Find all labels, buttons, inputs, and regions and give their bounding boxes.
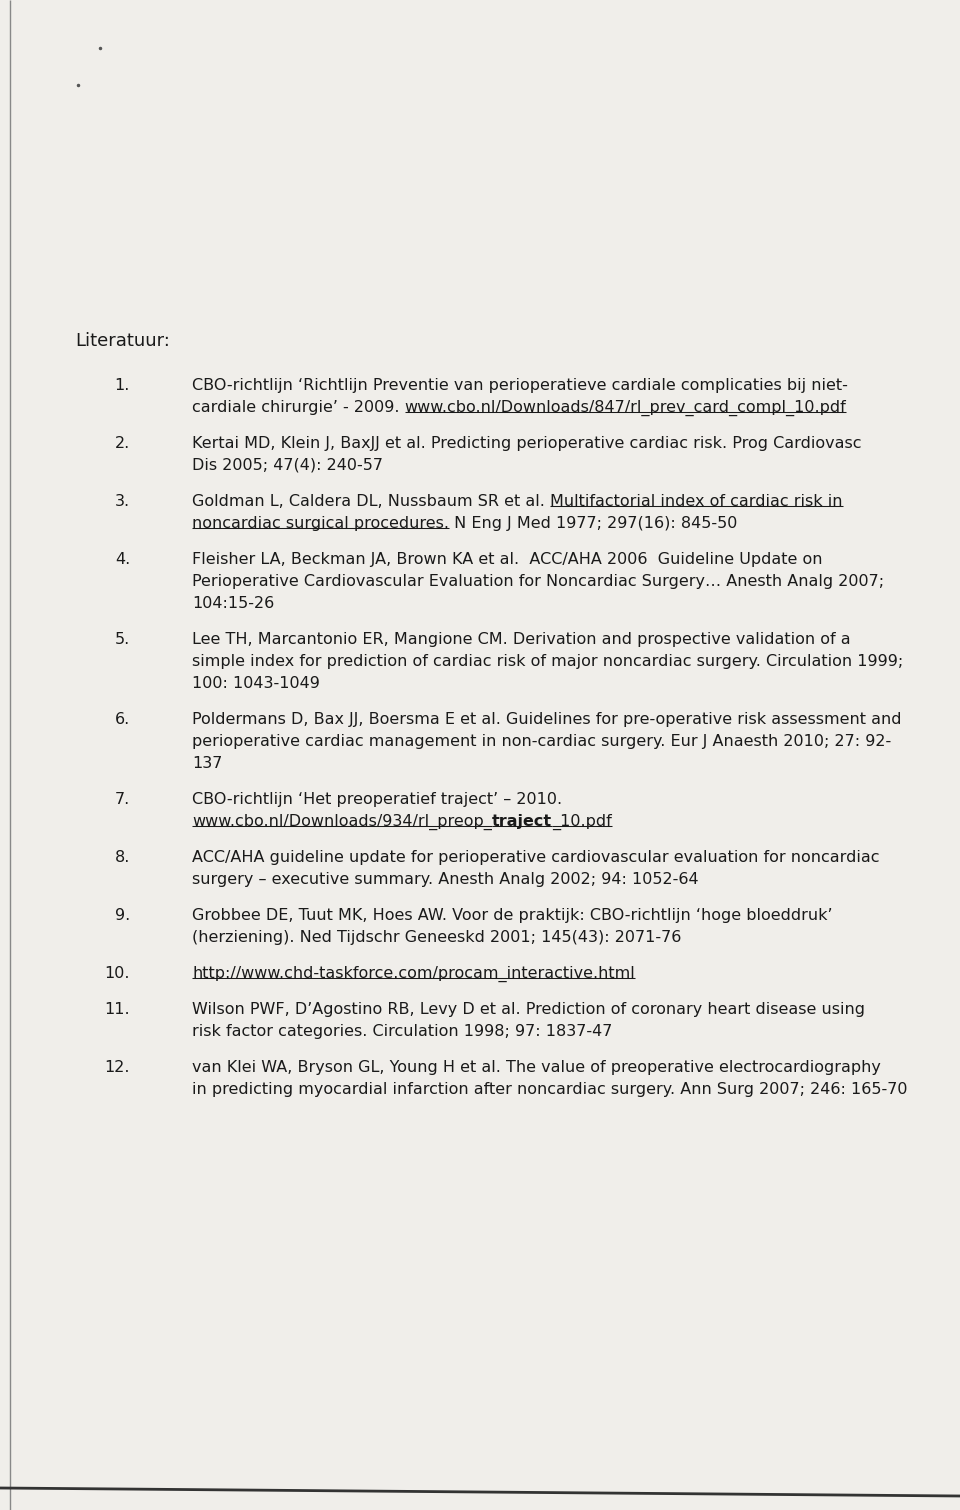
Text: Goldman L, Caldera DL, Nussbaum SR et al.: Goldman L, Caldera DL, Nussbaum SR et al…: [192, 494, 550, 509]
Text: www.cbo.nl/Downloads/847/rl_prev_card_compl_10.pdf: www.cbo.nl/Downloads/847/rl_prev_card_co…: [404, 400, 847, 417]
Text: 9.: 9.: [115, 908, 130, 923]
Text: 2.: 2.: [115, 436, 130, 451]
Text: risk factor categories. Circulation 1998; 97: 1837-47: risk factor categories. Circulation 1998…: [192, 1024, 612, 1039]
Text: 6.: 6.: [115, 713, 130, 726]
Text: Multifactorial index of cardiac risk in: Multifactorial index of cardiac risk in: [550, 494, 843, 509]
Text: 12.: 12.: [105, 1060, 130, 1075]
Text: www.cbo.nl/Downloads/934/rl_preop_: www.cbo.nl/Downloads/934/rl_preop_: [192, 814, 492, 831]
Text: 4.: 4.: [115, 553, 130, 566]
Text: Grobbee DE, Tuut MK, Hoes AW. Voor de praktijk: CBO-richtlijn ‘hoge bloeddruk’: Grobbee DE, Tuut MK, Hoes AW. Voor de pr…: [192, 908, 832, 923]
Text: 5.: 5.: [115, 633, 130, 646]
Text: 8.: 8.: [114, 850, 130, 865]
Text: 7.: 7.: [115, 793, 130, 806]
Text: Poldermans D, Bax JJ, Boersma E et al. Guidelines for pre-operative risk assessm: Poldermans D, Bax JJ, Boersma E et al. G…: [192, 713, 901, 726]
Text: 10.: 10.: [105, 966, 130, 982]
Text: Literatuur:: Literatuur:: [75, 332, 170, 350]
Text: Lee TH, Marcantonio ER, Mangione CM. Derivation and prospective validation of a: Lee TH, Marcantonio ER, Mangione CM. Der…: [192, 633, 851, 646]
Text: N Eng J Med 1977; 297(16): 845-50: N Eng J Med 1977; 297(16): 845-50: [449, 516, 737, 532]
Text: cardiale chirurgie’ - 2009.: cardiale chirurgie’ - 2009.: [192, 400, 404, 415]
Text: van Klei WA, Bryson GL, Young H et al. The value of preoperative electrocardiogr: van Klei WA, Bryson GL, Young H et al. T…: [192, 1060, 881, 1075]
Text: Wilson PWF, D’Agostino RB, Levy D et al. Prediction of coronary heart disease us: Wilson PWF, D’Agostino RB, Levy D et al.…: [192, 1003, 865, 1018]
Text: 137: 137: [192, 757, 223, 772]
Text: CBO-richtlijn ‘Het preoperatief traject’ – 2010.: CBO-richtlijn ‘Het preoperatief traject’…: [192, 793, 563, 806]
Text: Dis 2005; 47(4): 240-57: Dis 2005; 47(4): 240-57: [192, 458, 383, 473]
Text: simple index for prediction of cardiac risk of major noncardiac surgery. Circula: simple index for prediction of cardiac r…: [192, 654, 903, 669]
Text: 3.: 3.: [115, 494, 130, 509]
Text: _10.pdf: _10.pdf: [552, 814, 612, 831]
Text: Fleisher LA, Beckman JA, Brown KA et al.  ACC/AHA 2006  Guideline Update on: Fleisher LA, Beckman JA, Brown KA et al.…: [192, 553, 823, 566]
Text: CBO-richtlijn ‘Richtlijn Preventie van perioperatieve cardiale complicaties bij : CBO-richtlijn ‘Richtlijn Preventie van p…: [192, 378, 848, 393]
Text: 100: 1043-1049: 100: 1043-1049: [192, 676, 320, 692]
Text: perioperative cardiac management in non-cardiac surgery. Eur J Anaesth 2010; 27:: perioperative cardiac management in non-…: [192, 734, 891, 749]
Text: ACC/AHA guideline update for perioperative cardiovascular evaluation for noncard: ACC/AHA guideline update for perioperati…: [192, 850, 879, 865]
Text: 1.: 1.: [114, 378, 130, 393]
Text: (herziening). Ned Tijdschr Geneeskd 2001; 145(43): 2071-76: (herziening). Ned Tijdschr Geneeskd 2001…: [192, 930, 682, 945]
Text: Kertai MD, Klein J, BaxJJ et al. Predicting perioperative cardiac risk. Prog Car: Kertai MD, Klein J, BaxJJ et al. Predict…: [192, 436, 861, 451]
Text: traject: traject: [492, 814, 552, 829]
Text: Perioperative Cardiovascular Evaluation for Noncardiac Surgery… Anesth Analg 200: Perioperative Cardiovascular Evaluation …: [192, 574, 884, 589]
Text: 11.: 11.: [105, 1003, 130, 1018]
Text: 104:15-26: 104:15-26: [192, 596, 275, 612]
Text: in predicting myocardial infarction after noncardiac surgery. Ann Surg 2007; 246: in predicting myocardial infarction afte…: [192, 1083, 907, 1096]
Text: http://www.chd-taskforce.com/procam_interactive.html: http://www.chd-taskforce.com/procam_inte…: [192, 966, 635, 982]
Text: noncardiac surgical procedures.: noncardiac surgical procedures.: [192, 516, 449, 532]
Text: surgery – executive summary. Anesth Analg 2002; 94: 1052-64: surgery – executive summary. Anesth Anal…: [192, 871, 699, 886]
